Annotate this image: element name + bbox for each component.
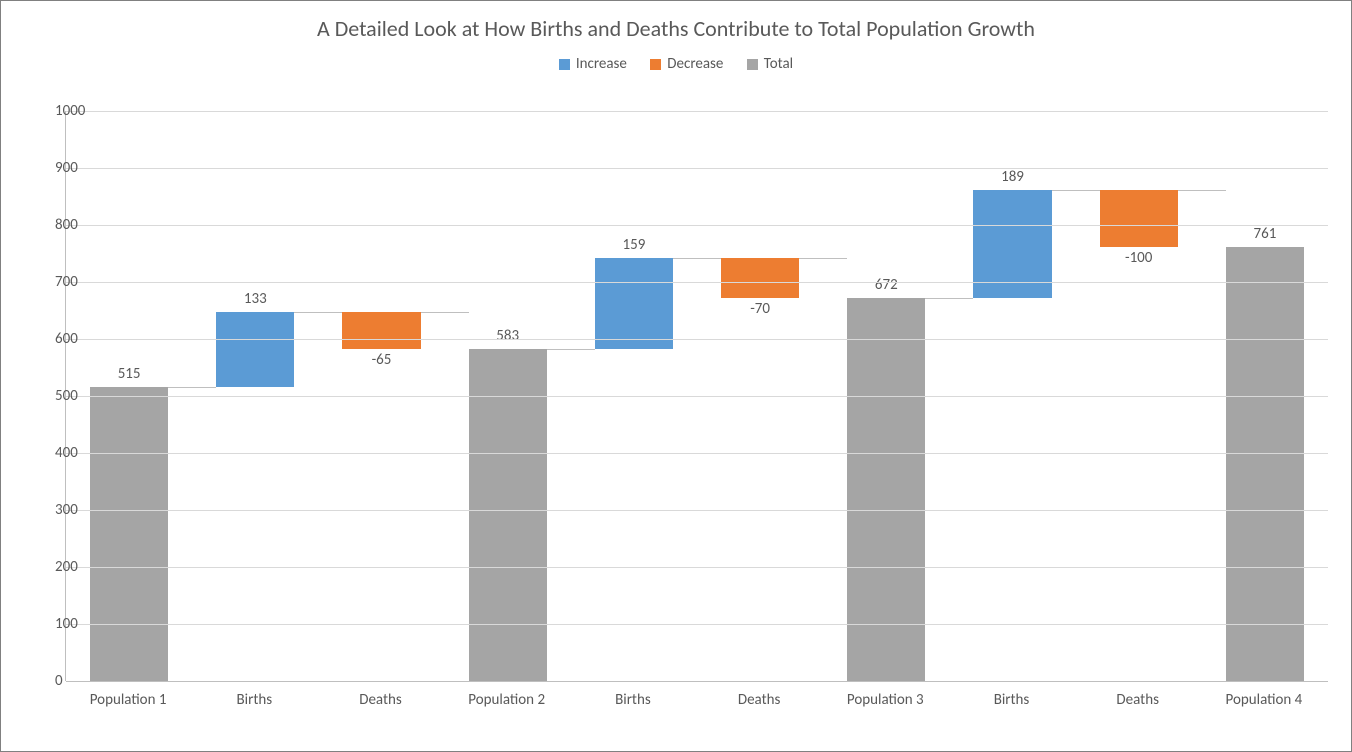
legend-swatch-total xyxy=(747,59,758,70)
x-category-label: Births xyxy=(236,691,272,709)
x-category-label: Population 1 xyxy=(90,691,167,709)
y-tick-label: 800 xyxy=(55,216,65,234)
x-category-label: Births xyxy=(994,691,1030,709)
y-tick-label: 700 xyxy=(55,273,65,291)
bar-value-label: -100 xyxy=(1125,249,1152,267)
bar-value-label: 133 xyxy=(244,290,267,308)
bar-value-label: 159 xyxy=(622,236,645,254)
bar-value-label: 672 xyxy=(875,276,898,294)
legend-item-decrease: Decrease xyxy=(650,55,723,73)
x-category-label: Births xyxy=(615,691,651,709)
legend-item-increase: Increase xyxy=(559,55,627,73)
bar-value-label: 583 xyxy=(496,327,519,345)
legend-label-increase: Increase xyxy=(576,55,627,73)
legend-swatch-decrease xyxy=(650,59,661,70)
legend-item-total: Total xyxy=(747,55,793,73)
x-category-label: Deaths xyxy=(1116,691,1159,709)
gridline xyxy=(66,225,1328,226)
y-tick-label: 400 xyxy=(55,444,65,462)
bar-value-label: -70 xyxy=(750,300,770,318)
gridline xyxy=(66,681,1328,682)
y-tick-label: 200 xyxy=(55,558,65,576)
gridline xyxy=(66,567,1328,568)
gridline xyxy=(66,396,1328,397)
y-tick-label: 1000 xyxy=(55,102,65,120)
x-category-label: Deaths xyxy=(359,691,402,709)
gridline xyxy=(66,111,1328,112)
gridline xyxy=(66,282,1328,283)
gridline xyxy=(66,339,1328,340)
gridline xyxy=(66,510,1328,511)
legend-swatch-increase xyxy=(559,59,570,70)
bar-value-label: 761 xyxy=(1253,225,1276,243)
gridline xyxy=(66,168,1328,169)
chart-legend: Increase Decrease Total xyxy=(1,55,1351,75)
gridline xyxy=(66,624,1328,625)
y-tick-label: 300 xyxy=(55,501,65,519)
waterfall-chart: A Detailed Look at How Births and Deaths… xyxy=(0,0,1352,752)
x-category-label: Deaths xyxy=(738,691,781,709)
y-tick-label: 0 xyxy=(55,672,65,690)
x-category-label: Population 3 xyxy=(847,691,924,709)
plot-area: 515 133 -65 583 159 -70 672 189 -100 761 xyxy=(65,111,1328,681)
x-category-label: Population 4 xyxy=(1226,691,1303,709)
gridline xyxy=(66,453,1328,454)
y-tick-label: 600 xyxy=(55,330,65,348)
y-tick-label: 100 xyxy=(55,615,65,633)
legend-label-decrease: Decrease xyxy=(667,55,723,73)
bar-value-label: -65 xyxy=(372,351,392,369)
legend-label-total: Total xyxy=(764,55,793,73)
chart-title: A Detailed Look at How Births and Deaths… xyxy=(1,15,1351,42)
y-tick-label: 500 xyxy=(55,387,65,405)
bar-value-label: 515 xyxy=(118,365,141,383)
bar-value-label: 189 xyxy=(1001,168,1024,186)
x-category-label: Population 2 xyxy=(468,691,545,709)
y-tick-label: 900 xyxy=(55,159,65,177)
